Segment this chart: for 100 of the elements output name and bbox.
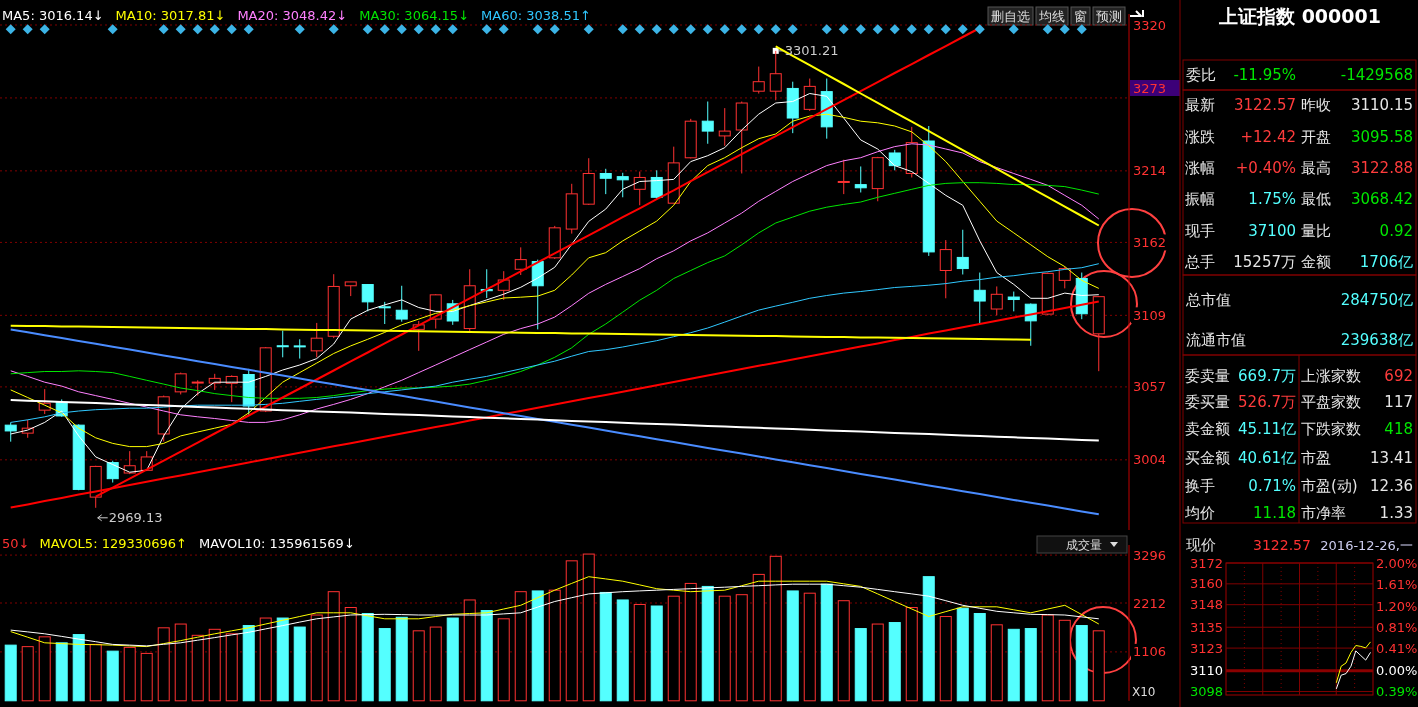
bar — [123, 646, 136, 702]
text: 开盘 — [1301, 128, 1331, 146]
annotation: 窗 — [1074, 8, 1087, 24]
text: 1.33 — [1379, 504, 1413, 522]
bar — [633, 603, 646, 702]
bar — [395, 616, 408, 702]
bar — [378, 628, 391, 702]
bar — [871, 623, 884, 702]
bar — [21, 646, 34, 702]
y-tick-label: 3172 — [1189, 555, 1223, 571]
text: 284750亿 — [1340, 291, 1413, 309]
y-tick-label: 3160 — [1189, 576, 1223, 592]
bar — [242, 625, 255, 702]
bar — [650, 605, 663, 702]
text: 上证指数 000001 — [1218, 5, 1381, 27]
text: 委买量 — [1185, 393, 1230, 411]
text: MA10: 3017.81↓ — [115, 7, 226, 23]
bar — [327, 591, 340, 702]
text: 昨收 — [1301, 96, 1331, 114]
text: MA60: 3038.51↑ — [481, 7, 591, 23]
y2-tick-label: 1.61% — [1376, 576, 1418, 592]
text: X10 — [1132, 685, 1156, 699]
bar — [701, 585, 714, 702]
bar — [599, 591, 612, 702]
bar — [412, 630, 425, 702]
text: 1.75% — [1248, 190, 1296, 208]
text: 11.18 — [1253, 504, 1296, 522]
text: 3273 — [1133, 80, 1167, 96]
y-tick-label: 1106 — [1133, 644, 1167, 660]
text: 量比 — [1301, 222, 1331, 240]
y-tick-label: 3320 — [1133, 17, 1167, 33]
text: 0.92 — [1379, 222, 1413, 240]
bar — [752, 573, 765, 702]
bar — [89, 643, 102, 702]
text: -11.95% — [1233, 66, 1296, 84]
text: 最新 — [1185, 96, 1215, 114]
y-tick-label: 3123 — [1189, 640, 1223, 656]
text: 委卖量 — [1185, 367, 1230, 385]
text: MAVOL5: 129330696↑ — [39, 535, 187, 551]
bar — [38, 636, 51, 702]
bar — [1024, 628, 1037, 702]
text: 金额 — [1301, 253, 1331, 271]
y-tick-label: 3057 — [1133, 379, 1167, 395]
annotation: 3301.21 — [784, 43, 839, 59]
bar — [939, 616, 952, 702]
text: 37100 — [1248, 222, 1296, 240]
text: 最低 — [1301, 190, 1331, 208]
bar — [140, 652, 153, 702]
bar — [344, 607, 357, 702]
bar — [174, 623, 187, 702]
annotation: 均线 — [1038, 8, 1065, 24]
text: 现价 — [1186, 536, 1216, 554]
text: -1429568 — [1340, 66, 1413, 84]
text: 市盈 — [1301, 449, 1331, 467]
text: 3068.42 — [1350, 190, 1413, 208]
y-tick-label: 2212 — [1133, 595, 1167, 611]
text: 692 — [1384, 367, 1413, 385]
bar — [990, 624, 1003, 702]
text: 13.41 — [1370, 449, 1413, 467]
text: 买金额 — [1185, 449, 1230, 467]
text: 涨跌 — [1185, 128, 1215, 146]
text: 现手 — [1185, 222, 1215, 240]
annotation: 50↓ — [2, 535, 30, 551]
bar — [259, 617, 272, 702]
text: 换手 — [1185, 477, 1215, 495]
bar — [888, 622, 901, 702]
annotation: 删自选 — [991, 8, 1030, 24]
bar — [480, 610, 493, 702]
text: MA5: 3016.14↓ — [2, 7, 104, 23]
y-tick-label: 3296 — [1133, 547, 1167, 563]
bar — [956, 607, 969, 702]
bar — [565, 560, 578, 702]
bar — [208, 628, 221, 702]
y-tick-label: 3004 — [1133, 452, 1167, 468]
bar — [293, 626, 306, 702]
text: +0.40% — [1235, 159, 1296, 177]
bar — [446, 617, 459, 702]
text: 最高 — [1301, 159, 1331, 177]
bar — [157, 627, 170, 702]
text: 流通市值 — [1186, 331, 1246, 349]
text: 上涨家数 — [1301, 367, 1361, 385]
bar — [820, 583, 833, 702]
text: MA20: 3048.42↓ — [237, 7, 348, 23]
bar — [1007, 628, 1020, 702]
bar — [55, 642, 68, 702]
text: 3095.58 — [1350, 128, 1413, 146]
bar — [463, 599, 476, 702]
text: 总手 — [1184, 253, 1215, 271]
text: 均价 — [1184, 504, 1215, 522]
text: 下跌家数 — [1301, 420, 1361, 438]
text: 振幅 — [1185, 190, 1215, 208]
bar — [1058, 619, 1071, 702]
bar — [769, 555, 782, 702]
text: 526.7万 — [1238, 393, 1296, 411]
text: 669.7万 — [1238, 367, 1296, 385]
text: 1706亿 — [1359, 253, 1413, 271]
text: MAVOL10: 135961569↓ — [198, 535, 355, 551]
bar — [72, 634, 85, 702]
y2-tick-label: 0.00% — [1376, 663, 1418, 679]
y2-tick-label: 0.41% — [1376, 641, 1418, 657]
